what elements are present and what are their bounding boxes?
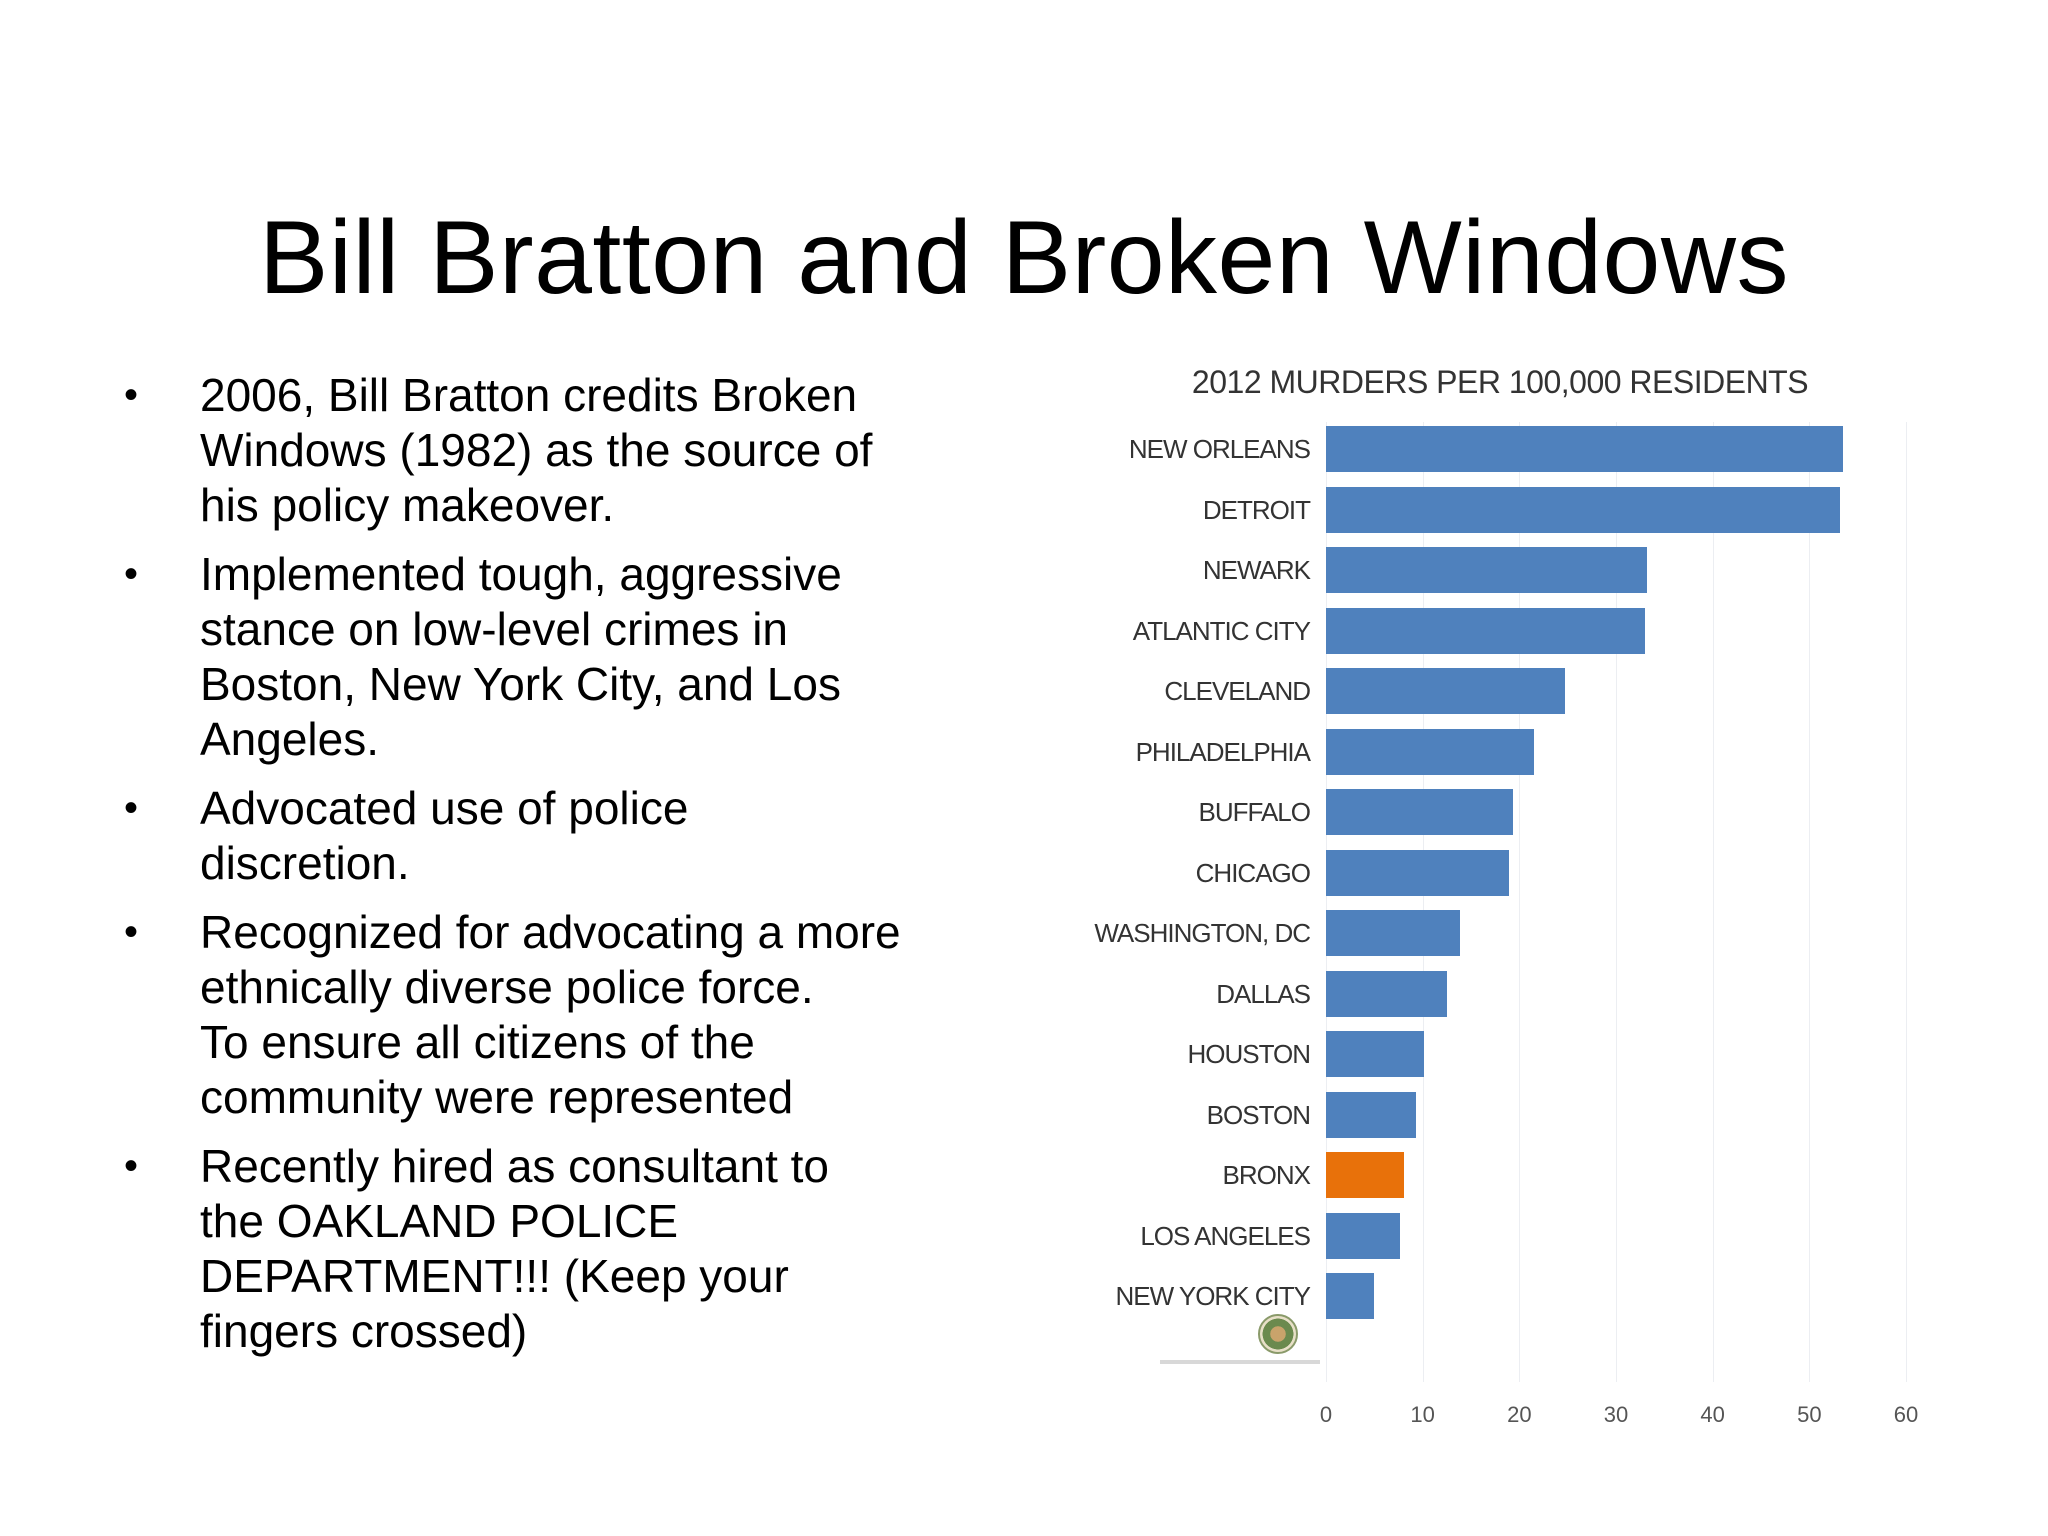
bullet-item: • Recognized for advocating a more ethnic… xyxy=(120,905,1000,1125)
bullet-text: Recognized for advocating a more ethnica… xyxy=(200,906,901,1123)
bullet-list: • 2006, Bill Bratton credits Broken Windo… xyxy=(120,368,1000,1373)
x-tick-label: 20 xyxy=(1507,1402,1532,1427)
x-tick-label: 50 xyxy=(1797,1402,1822,1427)
bullet-item: • Recently hired as consultant to the OAK… xyxy=(120,1139,1000,1359)
category-label: CHICAGO xyxy=(1195,857,1311,888)
x-tick-label: 0 xyxy=(1319,1402,1333,1427)
gridline xyxy=(1326,422,1327,1382)
x-tick-label: 40 xyxy=(1700,1402,1725,1427)
gridline xyxy=(1906,422,1907,1382)
bar-new-york-city xyxy=(1326,1273,1375,1319)
category-label: ATLANTIC CITY xyxy=(1132,615,1311,646)
bullet-dot-icon: • xyxy=(124,1144,139,1188)
gridline xyxy=(1519,422,1521,1382)
category-label: CLEVELAND xyxy=(1164,676,1311,706)
category-label: LOS ANGELES xyxy=(1140,1220,1311,1251)
bar-washington-dc xyxy=(1326,910,1461,956)
bar-newark xyxy=(1326,547,1647,593)
bullet-text: 2006, Bill Bratton credits Broken Window… xyxy=(200,369,873,531)
bullet-item: • Advocated use of police discretion. xyxy=(120,781,1000,891)
bar-buffalo xyxy=(1326,789,1513,835)
seal-logo-icon xyxy=(1258,1314,1298,1354)
x-tick-label: 60 xyxy=(1893,1402,1919,1427)
x-tick-label: 30 xyxy=(1603,1402,1629,1427)
bar-houston xyxy=(1326,1031,1424,1077)
bar-atlantic-city xyxy=(1326,607,1645,654)
gridline xyxy=(1809,422,1811,1382)
bar-cleveland xyxy=(1326,668,1565,714)
bullet-text: Advocated use of police discretion. xyxy=(200,782,689,889)
category-label: NEW ORLEANS xyxy=(1128,434,1311,464)
bullet-text: Recently hired as consultant to the OAKL… xyxy=(200,1140,830,1357)
category-label: BOSTON xyxy=(1206,1099,1311,1130)
murder-rate-chart: 2012 MURDERS PER 100,000 RESIDENTS 0 10 20… xyxy=(1060,350,1940,1427)
credit-line xyxy=(1160,1360,1320,1364)
bullet-item: • 2006, Bill Bratton credits Broken Windo… xyxy=(120,368,1000,533)
category-label: DALLAS xyxy=(1216,978,1311,1009)
bullet-dot-icon: • xyxy=(124,373,139,417)
chart-title: 2012 MURDERS PER 100,000 RESIDENTS xyxy=(1191,364,1809,400)
category-label: BRONX xyxy=(1222,1160,1311,1190)
category-label: BUFFALO xyxy=(1198,797,1311,827)
bullet-item: • Implemented tough, aggressive stance on… xyxy=(120,547,1000,767)
gridline xyxy=(1616,422,1617,1382)
bar-boston xyxy=(1326,1091,1416,1138)
bar-new-orleans xyxy=(1326,426,1844,472)
bar-bronx xyxy=(1326,1152,1405,1198)
slide-title: Bill Bratton and Broken Windows xyxy=(259,199,1789,316)
category-label: HOUSTON xyxy=(1187,1039,1311,1069)
bullet-dot-icon: • xyxy=(124,786,139,830)
category-label: WASHINGTON, DC xyxy=(1094,918,1311,948)
category-label: NEWARK xyxy=(1202,555,1311,585)
plot-area: 0 10 20 30 40 50 60 NEW ORLEANS DETROIT NEWARK ATL… xyxy=(1094,422,1918,1427)
bullet-dot-icon: • xyxy=(124,910,139,954)
x-tick-label: 10 xyxy=(1410,1402,1435,1427)
bar-chicago xyxy=(1326,849,1509,896)
gridline xyxy=(1422,422,1424,1382)
category-label: NEW YORK CITY xyxy=(1115,1281,1311,1311)
bullet-text: Implemented tough, aggressive stance on … xyxy=(200,548,842,765)
bar-los-angeles xyxy=(1326,1212,1401,1259)
gridline xyxy=(1712,422,1714,1382)
bullet-dot-icon: • xyxy=(124,552,139,596)
bar-detroit xyxy=(1326,486,1841,533)
category-label: PHILADELPHIA xyxy=(1135,736,1311,767)
category-label: DETROIT xyxy=(1202,494,1311,525)
bar-philadelphia xyxy=(1326,728,1534,775)
bar-dallas xyxy=(1326,970,1447,1017)
